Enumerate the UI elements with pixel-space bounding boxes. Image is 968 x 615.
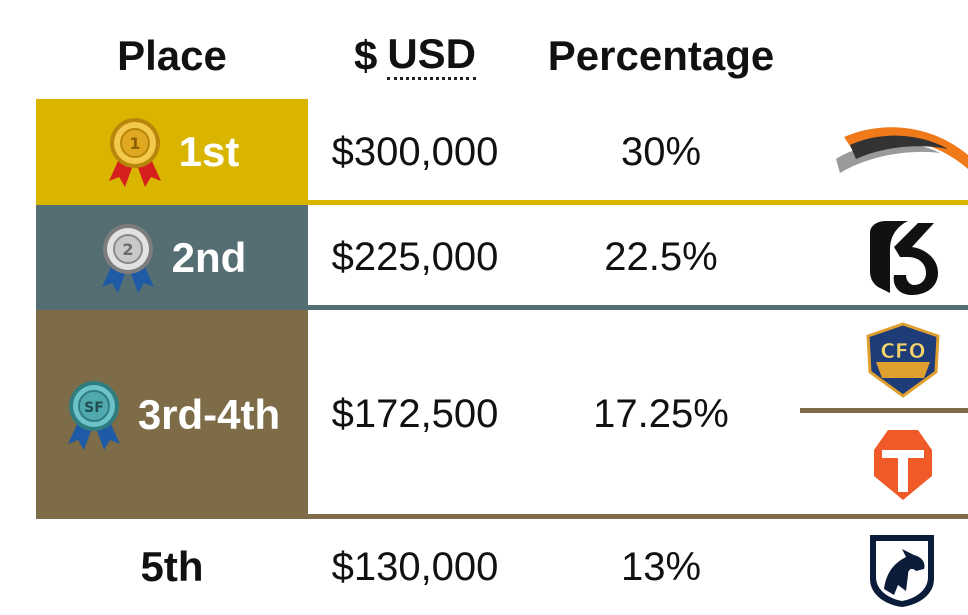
table-row-2nd: 2 2nd $225,000 22.5%: [0, 205, 968, 310]
team-logo-liquid-icon: [870, 535, 934, 607]
amount-cell: $172,500: [331, 392, 499, 436]
team-logo-cfo-icon: CFO: [866, 322, 940, 398]
place-label: 1st: [178, 128, 240, 175]
sf-medal-icon: SF: [67, 380, 120, 450]
table-row-3rd-4th: SF 3rd-4th $172,500 17.25% CFO: [0, 310, 968, 519]
amount-cell: $130,000: [331, 544, 499, 589]
team-logo-t-shield-icon: [874, 430, 932, 500]
percentage-cell: 13%: [620, 544, 702, 589]
header-percentage-label: Percentage: [547, 32, 775, 79]
svg-text:CFO: CFO: [880, 339, 925, 363]
percentage-cell: 30%: [620, 129, 702, 174]
header-place-label: Place: [117, 32, 227, 79]
percentage-cell: 22.5%: [604, 235, 718, 279]
team-logo-swoosh-icon: [836, 127, 968, 173]
team-logo-karmine-icon: [870, 221, 938, 295]
place-cell: SF 3rd-4th: [36, 310, 308, 519]
place-cell: 2 2nd: [36, 205, 308, 310]
header-place: Place: [36, 28, 308, 84]
row-divider: [308, 305, 968, 310]
team-divider: [800, 408, 968, 413]
svg-text:1: 1: [129, 134, 140, 153]
amount-cell: $300,000: [331, 129, 499, 174]
table-row-1st: 1 1st $300,000 30%: [0, 99, 968, 205]
header-usd: $ USD: [308, 28, 522, 84]
row-divider: [308, 514, 968, 519]
svg-text:2: 2: [122, 240, 133, 259]
gold-medal-icon: 1: [108, 118, 161, 187]
row-divider: [308, 200, 968, 205]
place-label: 5th: [140, 543, 204, 590]
place-cell: 1 1st: [36, 99, 308, 205]
place-label: 3rd-4th: [137, 390, 281, 438]
place-cell: 5th: [36, 519, 308, 615]
percentage-cell: 17.25%: [593, 392, 729, 436]
silver-medal-icon: 2: [101, 223, 154, 293]
table-row-5th: 5th $130,000 13%: [0, 519, 968, 615]
place-label: 2nd: [171, 233, 247, 281]
header-currency-symbol: $: [353, 32, 378, 79]
sf-medal-text: SF: [84, 400, 104, 416]
header-percentage: Percentage: [522, 28, 800, 84]
amount-cell: $225,000: [331, 235, 499, 279]
header-currency-code[interactable]: USD: [387, 32, 477, 80]
